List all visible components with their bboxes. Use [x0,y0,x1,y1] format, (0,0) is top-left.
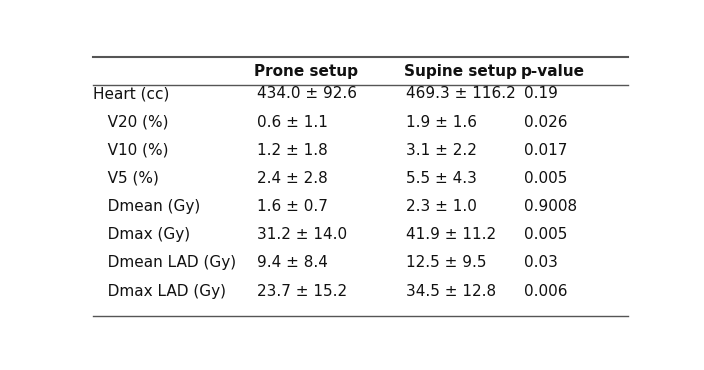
Text: 0.006: 0.006 [524,284,567,299]
Text: Dmax (Gy): Dmax (Gy) [94,227,191,242]
Text: V10 (%): V10 (%) [94,143,169,158]
Text: 0.03: 0.03 [524,255,558,270]
Text: 0.6 ± 1.1: 0.6 ± 1.1 [256,115,327,130]
Text: 3.1 ± 2.2: 3.1 ± 2.2 [406,143,477,158]
Text: 2.3 ± 1.0: 2.3 ± 1.0 [406,199,477,214]
Text: 0.026: 0.026 [524,115,567,130]
Text: 0.19: 0.19 [524,86,558,101]
Text: 1.6 ± 0.7: 1.6 ± 0.7 [256,199,327,214]
Text: 5.5 ± 4.3: 5.5 ± 4.3 [406,171,477,186]
Text: 41.9 ± 11.2: 41.9 ± 11.2 [406,227,496,242]
Text: 434.0 ± 92.6: 434.0 ± 92.6 [256,86,357,101]
Text: 34.5 ± 12.8: 34.5 ± 12.8 [406,284,496,299]
Text: 0.017: 0.017 [524,143,567,158]
Text: Supine setup: Supine setup [403,64,517,79]
Text: V5 (%): V5 (%) [94,171,159,186]
Text: 0.005: 0.005 [524,171,567,186]
Text: 2.4 ± 2.8: 2.4 ± 2.8 [256,171,327,186]
Text: 23.7 ± 15.2: 23.7 ± 15.2 [256,284,346,299]
Text: Dmax LAD (Gy): Dmax LAD (Gy) [94,284,227,299]
Text: 0.005: 0.005 [524,227,567,242]
Text: 1.9 ± 1.6: 1.9 ± 1.6 [406,115,477,130]
Text: Dmean (Gy): Dmean (Gy) [94,199,201,214]
Text: 1.2 ± 1.8: 1.2 ± 1.8 [256,143,327,158]
Text: Heart (cc): Heart (cc) [94,86,170,101]
Text: V20 (%): V20 (%) [94,115,169,130]
Text: 0.9008: 0.9008 [524,199,577,214]
Text: 469.3 ± 116.2: 469.3 ± 116.2 [406,86,516,101]
Text: 31.2 ± 14.0: 31.2 ± 14.0 [256,227,346,242]
Text: 9.4 ± 8.4: 9.4 ± 8.4 [256,255,327,270]
Text: p-value: p-value [521,64,585,79]
Text: Dmean LAD (Gy): Dmean LAD (Gy) [94,255,237,270]
Text: 12.5 ± 9.5: 12.5 ± 9.5 [406,255,486,270]
Text: Prone setup: Prone setup [254,64,358,79]
